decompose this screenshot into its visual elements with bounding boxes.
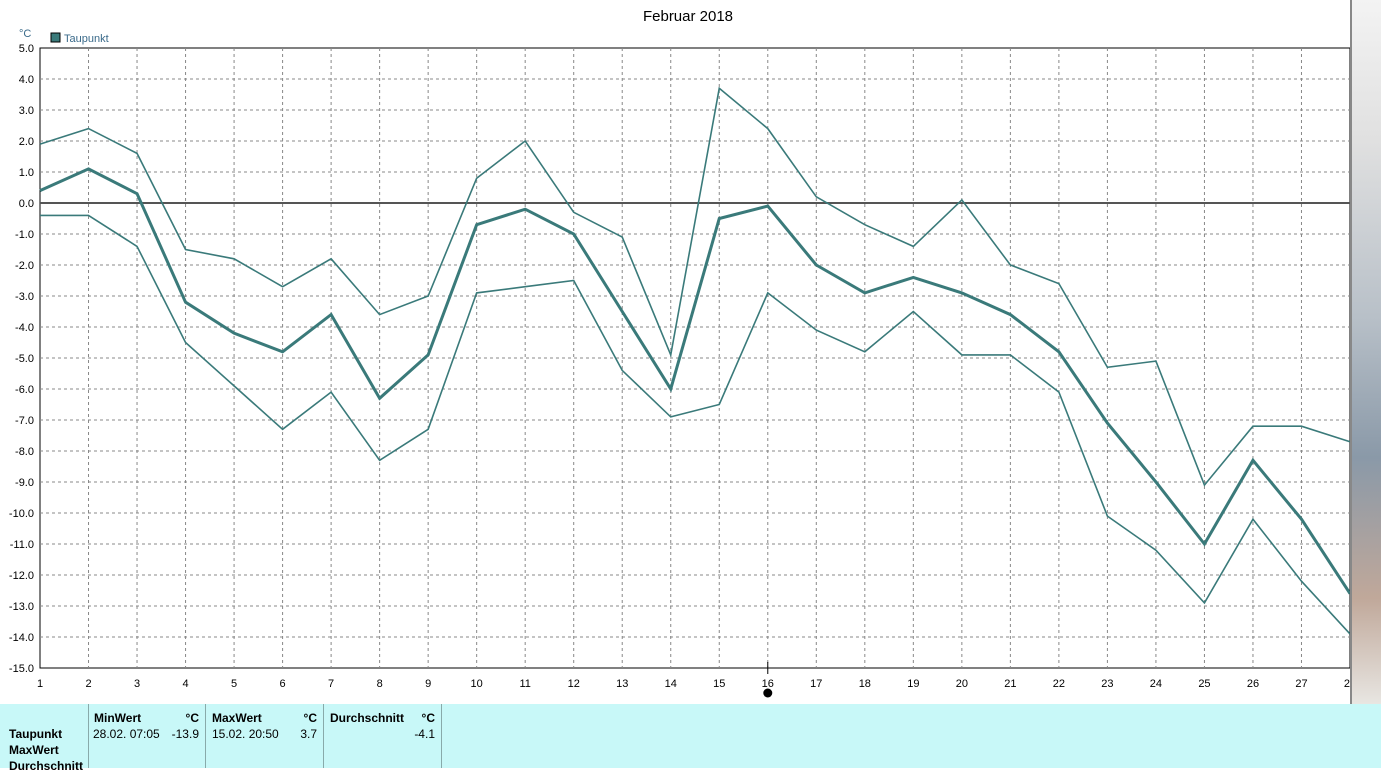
y-axis-unit: °C [19,28,31,40]
y-tick-label: -14.0 [9,632,34,644]
maxwert-date: 15.02. 20:50 [212,727,279,741]
column-divider [88,704,89,768]
x-tick-label: 6 [280,678,286,690]
row-label-maxwert: MaxWert [9,743,59,757]
x-tick-label: 17 [810,678,822,690]
y-tick-label: 0.0 [19,198,34,210]
x-tick-label: 22 [1053,678,1065,690]
y-tick-label: 4.0 [19,74,34,86]
y-tick-label: -15.0 [9,663,34,675]
y-tick-label: -2.0 [15,260,34,272]
y-tick-label: -5.0 [15,353,34,365]
x-tick-label: 25 [1198,678,1210,690]
window-edge [1350,0,1381,704]
y-tick-label: -9.0 [15,477,34,489]
x-tick-label: 15 [713,678,725,690]
maxwert-value: 3.7 [300,727,317,741]
durchschnitt-value: -4.1 [414,727,435,741]
y-tick-label: -3.0 [15,291,34,303]
y-tick-label: -10.0 [9,508,34,520]
x-tick-label: 16 [762,678,774,690]
x-tick-label: 26 [1247,678,1259,690]
minwert-header: MinWert [94,711,142,725]
x-tick-label: 1 [37,678,43,690]
row-label-taupunkt: Taupunkt [9,727,63,741]
row-label-durchschnitt: Durchschnitt [9,759,84,773]
y-tick-label: -4.0 [15,322,34,334]
chart: Februar 2018 °C Taupunkt 5.0 4.0 3.0 2.0 1.0… [9,8,1356,698]
y-tick-label: -12.0 [9,570,34,582]
maxwert-header: MaxWert [212,711,262,725]
maxwert-unit: °C [303,711,317,725]
day-cursor-dot[interactable] [763,688,773,698]
y-tick-label: -6.0 [15,384,34,396]
y-tick-label: 1.0 [19,167,34,179]
y-tick-label: -7.0 [15,415,34,427]
x-tick-label: 20 [956,678,968,690]
x-tick-label: 14 [665,678,677,690]
x-tick-label: 23 [1101,678,1113,690]
minwert-date: 28.02. 07:05 [93,727,160,741]
x-tick-label: 21 [1004,678,1016,690]
y-tick-label: -8.0 [15,446,34,458]
x-tick-label: 4 [182,678,188,690]
durchschnitt-header: Durchschnitt [330,711,405,725]
minwert-unit: °C [185,711,199,725]
x-tick-label: 3 [134,678,140,690]
x-tick-label: 11 [519,678,530,690]
x-tick-label: 27 [1295,678,1307,690]
x-tick-label: 19 [907,678,919,690]
y-tick-label: 3.0 [19,105,34,117]
legend-swatch [50,32,61,43]
chart-title: Februar 2018 [643,8,733,25]
x-tick-label: 12 [568,678,580,690]
x-tick-label: 8 [377,678,383,690]
durchschnitt-unit: °C [421,711,435,725]
legend-label: Taupunkt [64,33,109,45]
durchschnitt-column: Durchschnitt °C -4.1 [324,704,442,768]
x-tick-label: 2 [85,678,91,690]
x-tick-label: 10 [471,678,483,690]
maxwert-column: MaxWert °C 15.02. 20:50 3.7 [206,704,324,768]
x-tick-label: 24 [1150,678,1162,690]
series-line-min [40,214,1351,635]
y-tick-label: -1.0 [15,229,34,241]
y-tick-label: -11.0 [10,539,34,551]
y-tick-label: -13.0 [9,601,34,613]
x-tick-label: 18 [859,678,871,690]
x-tick-label: 5 [231,678,237,690]
stats-panel: Taupunkt MaxWert Durchschnitt MinWert °C… [0,704,1381,773]
minwert-column: MinWert °C 28.02. 07:05 -13.9 [89,704,206,768]
series-line-mittel [39,167,1352,595]
y-tick-label: 2.0 [19,136,34,148]
minwert-value: -13.9 [171,727,199,741]
x-tick-label: 13 [616,678,628,690]
x-tick-label: 9 [425,678,431,690]
series-line-max [39,86,1351,487]
x-tick-label: 7 [328,678,334,690]
y-tick-label: 5.0 [19,43,34,55]
